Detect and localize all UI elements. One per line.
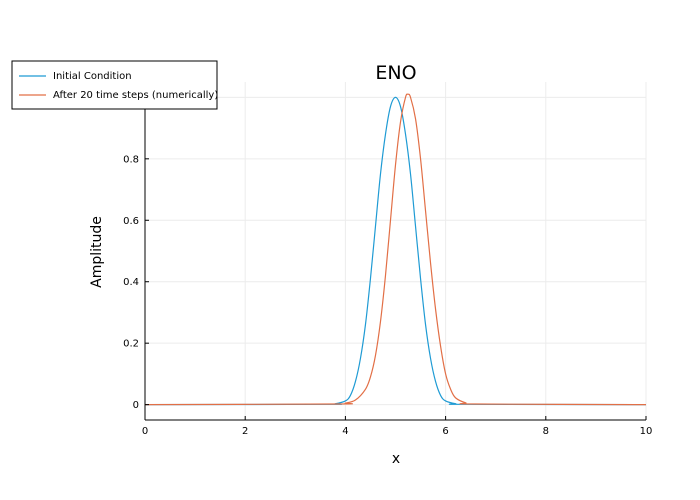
- x-axis-label: x: [392, 451, 400, 467]
- series-line-after-20-time-steps-numerically: [144, 93, 647, 406]
- legend: Initial Condition After 20 time steps (n…: [11, 60, 218, 110]
- x-tick-label-3: 6: [442, 426, 448, 437]
- x-tick-label-0: 0: [142, 426, 148, 437]
- x-tick-label-5: 10: [640, 426, 653, 437]
- x-ticks: 0 2 4 6 8 10: [142, 416, 653, 437]
- y-ticks: 0 0.2 0.4 0.6 0.8: [123, 154, 149, 411]
- y-tick-label-1: 0.2: [123, 339, 139, 350]
- y-axis-label: Amplitude: [89, 216, 105, 288]
- legend-box: [11, 60, 218, 110]
- y-tick-label-0: 0: [133, 400, 139, 411]
- series-layer: [144, 93, 647, 406]
- x-tick-label-2: 4: [342, 426, 348, 437]
- plot-background: [145, 82, 646, 420]
- legend-label-initial-condition: Initial Condition: [53, 71, 132, 82]
- x-tick-label-1: 2: [242, 426, 248, 437]
- x-tick-label-4: 8: [543, 426, 549, 437]
- y-tick-label-2: 0.4: [123, 277, 139, 288]
- series-line-initial-condition: [144, 96, 647, 406]
- legend-label-after-20-steps: After 20 time steps (numerically): [53, 90, 218, 101]
- y-tick-label-3: 0.6: [123, 216, 139, 227]
- y-tick-label-4: 0.8: [123, 154, 139, 165]
- chart-title: ENO: [375, 62, 416, 84]
